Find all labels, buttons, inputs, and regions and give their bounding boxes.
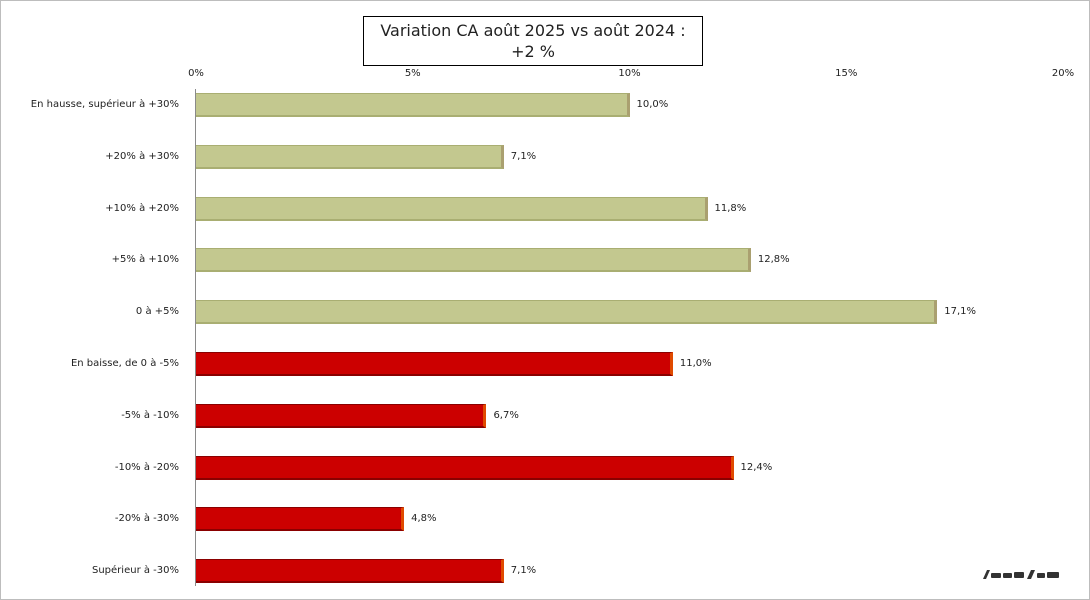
- y-axis-line: [195, 89, 196, 586]
- category-label: -5% à -10%: [121, 409, 179, 421]
- bar: [196, 352, 673, 376]
- bar: [196, 93, 630, 117]
- chart-title-box: Variation CA août 2025 vs août 2024 : +2…: [363, 16, 703, 66]
- category-label: 0 à +5%: [135, 306, 179, 318]
- category-label: En hausse, supérieur à +30%: [30, 99, 179, 110]
- data-label: 4,8%: [411, 513, 437, 525]
- data-label: 11,8%: [714, 202, 747, 214]
- category-label: En baisse, de 0 à -5%: [70, 358, 179, 369]
- data-label: 12,4%: [740, 461, 773, 473]
- chart-subtitle: +2 %: [511, 42, 555, 61]
- bar: [196, 559, 504, 584]
- bar: [196, 455, 734, 480]
- x-tick-label: 20%: [1051, 68, 1075, 79]
- category-label: -10% à -20%: [114, 461, 179, 473]
- category-label: +20% à +30%: [105, 150, 179, 162]
- bar: [196, 248, 751, 273]
- category-label: +5% à +10%: [111, 254, 179, 266]
- watermark-logo: [983, 570, 1059, 579]
- data-label: 6,7%: [493, 409, 519, 421]
- bar: [196, 196, 708, 221]
- bar: [196, 507, 405, 532]
- category-label: -20% à -30%: [114, 513, 179, 525]
- data-label: 7,1%: [510, 565, 537, 577]
- x-tick-label: 10%: [618, 68, 641, 79]
- x-tick-label: 15%: [835, 68, 858, 79]
- data-label: 11,0%: [679, 358, 712, 369]
- chart-title: Variation CA août 2025 vs août 2024 :: [380, 21, 686, 40]
- bar: [196, 144, 504, 169]
- data-label: 17,1%: [944, 306, 977, 318]
- x-tick-label: 5%: [404, 68, 421, 79]
- category-label: Supérieur à -30%: [92, 565, 179, 577]
- bar: [196, 403, 487, 428]
- data-label: 12,8%: [757, 254, 790, 266]
- bar: [196, 300, 938, 325]
- x-tick-label: 0%: [188, 68, 204, 79]
- category-label: +10% à +20%: [105, 202, 179, 214]
- data-label: 10,0%: [636, 99, 669, 110]
- data-label: 7,1%: [510, 150, 537, 162]
